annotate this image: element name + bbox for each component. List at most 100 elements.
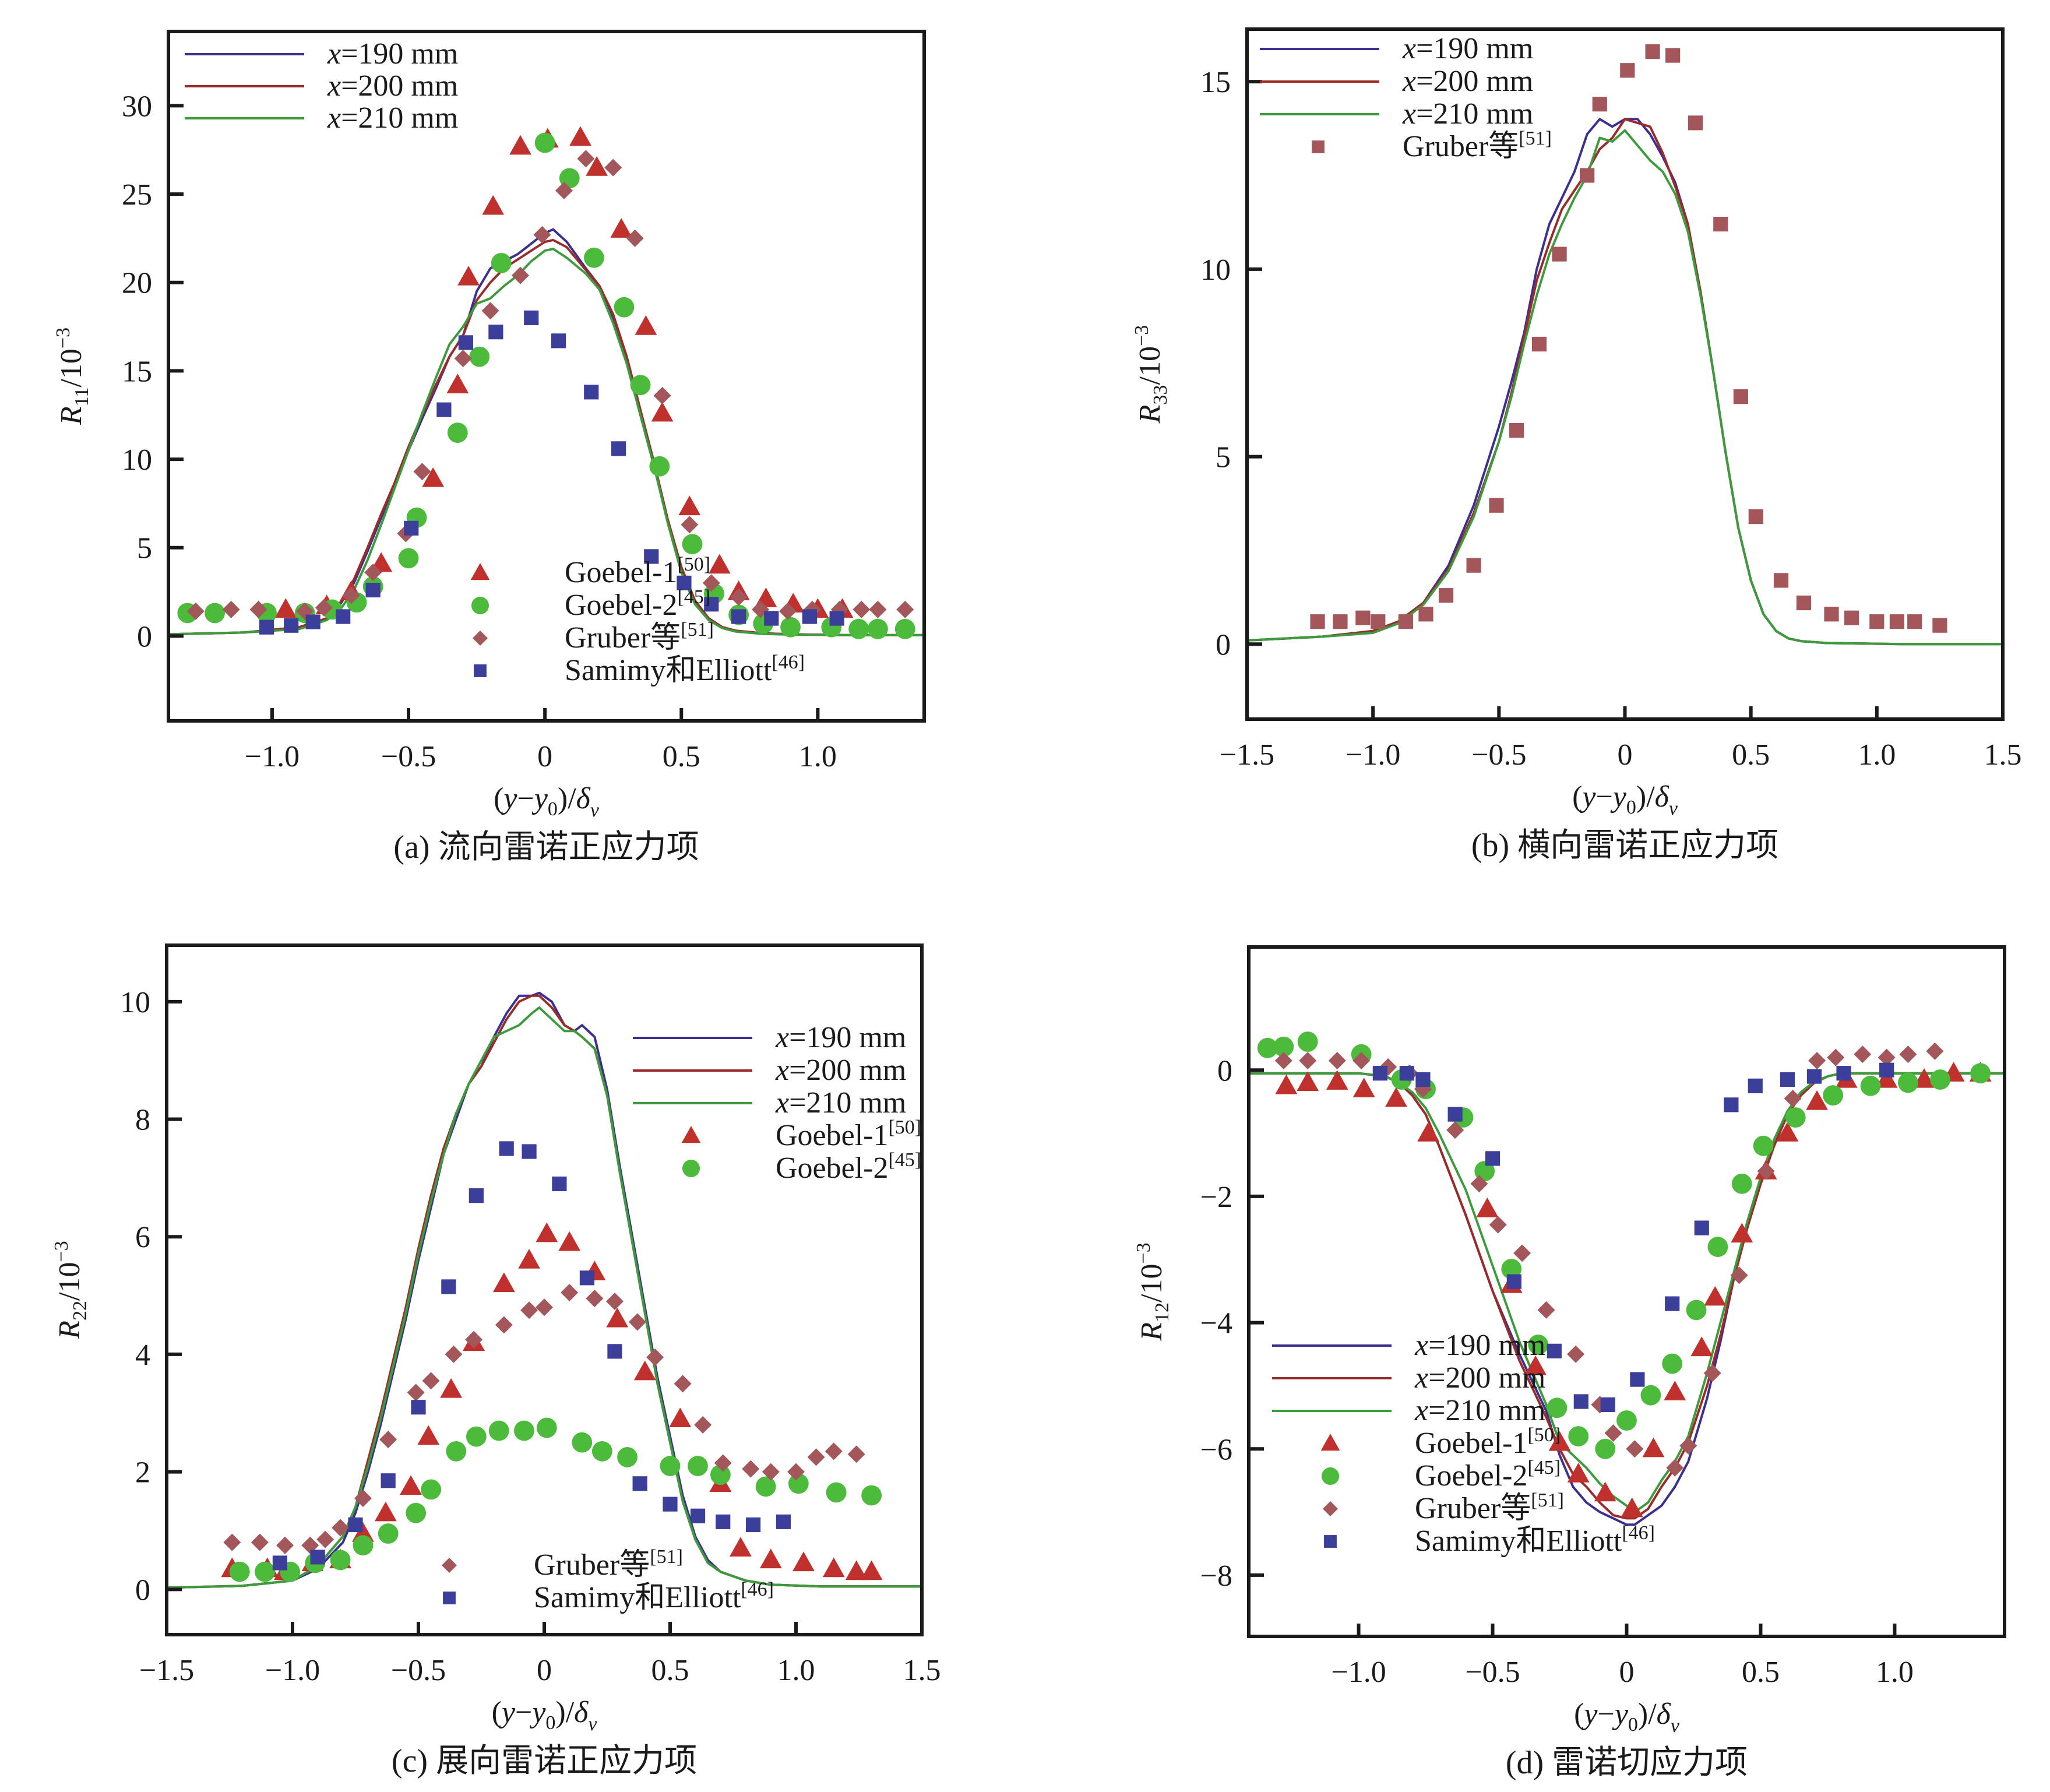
data-point-gruber bbox=[847, 1445, 865, 1463]
data-point-goebel2 bbox=[660, 1456, 681, 1476]
data-point-gruber bbox=[869, 600, 887, 618]
data-point-goebel1 bbox=[1621, 1497, 1643, 1518]
xlabel-y: y bbox=[1581, 1698, 1598, 1731]
xlabel-y: y bbox=[501, 782, 517, 815]
legend-label: x=210 mm bbox=[1402, 97, 1533, 131]
data-point-samimy bbox=[579, 1270, 595, 1286]
xlabel-y: y bbox=[499, 1696, 516, 1729]
legend-name: Samimy和Elliott bbox=[1415, 1525, 1622, 1558]
scatter-series-goebel1 bbox=[274, 126, 854, 618]
data-point-gruber bbox=[520, 1301, 538, 1319]
panel-caption: (d) 雷诺切应力项 bbox=[1506, 1745, 1748, 1781]
data-point-goebel1 bbox=[536, 1222, 558, 1242]
legend-name: Goebel-1 bbox=[565, 556, 677, 589]
legend-var: x bbox=[1402, 65, 1416, 98]
data-point-goebel1 bbox=[1664, 1381, 1686, 1400]
data-point-goebel1 bbox=[1524, 1355, 1547, 1375]
legend-item-goebel2: Goebel-2[45] bbox=[682, 1149, 921, 1185]
data-point-gruber bbox=[1808, 1052, 1826, 1069]
y-tick-label: −6 bbox=[1200, 1433, 1232, 1466]
data-point-goebel2 bbox=[682, 534, 703, 555]
xlabel-minus: − bbox=[515, 1696, 532, 1729]
legend-item-gruber: Gruber等[51] bbox=[1312, 128, 1552, 163]
data-point-samimy bbox=[704, 597, 719, 612]
legend-var: x bbox=[1414, 1329, 1428, 1362]
data-point-gruber bbox=[1592, 97, 1607, 112]
data-point-goebel1 bbox=[669, 1407, 692, 1428]
series-line-x190 bbox=[1247, 118, 2003, 646]
data-point-goebel1 bbox=[509, 135, 531, 155]
data-point-goebel1 bbox=[1275, 1074, 1298, 1094]
xlabel-open: ( bbox=[494, 782, 503, 815]
data-point-gruber bbox=[1713, 217, 1728, 232]
data-point-gruber bbox=[186, 602, 205, 620]
y-tick-label: 15 bbox=[122, 355, 152, 388]
data-point-gruber bbox=[1489, 1216, 1507, 1234]
data-point-samimy bbox=[441, 1279, 456, 1294]
x-tick-label: 0 bbox=[537, 1654, 552, 1687]
data-point-gruber bbox=[730, 588, 748, 606]
series-line-x200 bbox=[1247, 118, 2003, 646]
legend-name: Goebel-1 bbox=[776, 1119, 888, 1152]
x-tick-label: 0 bbox=[537, 740, 552, 773]
data-point-gruber bbox=[1466, 558, 1481, 573]
legend-rest: =210 mm bbox=[341, 101, 458, 135]
data-point-goebel2 bbox=[1662, 1353, 1683, 1374]
data-point-gruber bbox=[445, 1345, 463, 1363]
data-point-gruber bbox=[1703, 1364, 1721, 1382]
data-point-gruber bbox=[1531, 336, 1547, 352]
data-point-gruber bbox=[586, 1290, 604, 1308]
data-point-goebel2 bbox=[649, 456, 670, 477]
data-point-gruber bbox=[694, 1416, 712, 1434]
y-tick-label: −4 bbox=[1200, 1307, 1232, 1340]
xlabel-subv: v bbox=[588, 1713, 597, 1735]
data-point-samimy bbox=[1780, 1072, 1795, 1087]
legend-item-x210: x=210 mm bbox=[185, 101, 458, 135]
x-axis-label: (y−y0)/δv bbox=[494, 782, 600, 821]
data-point-samimy bbox=[802, 609, 817, 624]
data-point-gruber bbox=[1679, 1437, 1697, 1455]
data-point-gruber bbox=[605, 1293, 624, 1311]
legend-marker-swatch bbox=[470, 563, 490, 580]
y-axis-label: R11/10−3 bbox=[52, 328, 93, 425]
legend-ref: [46] bbox=[741, 1579, 774, 1600]
data-point-goebel1 bbox=[586, 156, 608, 176]
data-point-samimy bbox=[336, 609, 351, 624]
scatter-series-samimy bbox=[259, 310, 844, 635]
data-point-gruber bbox=[1748, 509, 1763, 524]
data-point-goebel1 bbox=[492, 1272, 515, 1293]
data-point-gruber bbox=[1665, 48, 1681, 63]
xlabel-delta: δ bbox=[1657, 1698, 1671, 1731]
panel-caption: (b) 横向雷诺正应力项 bbox=[1471, 828, 1778, 864]
legend-name: Goebel-1 bbox=[1415, 1427, 1527, 1460]
data-point-samimy bbox=[1447, 1107, 1463, 1122]
data-point-samimy bbox=[1399, 1066, 1414, 1081]
data-point-goebel2 bbox=[584, 247, 604, 268]
x-axis-label: (y−y0)/δv bbox=[492, 1696, 598, 1735]
legend-label: Goebel-1[50] bbox=[776, 1117, 921, 1152]
data-point-gruber bbox=[249, 600, 267, 618]
xlabel-y: y bbox=[1579, 780, 1596, 814]
data-point-samimy bbox=[1415, 1072, 1431, 1087]
y-tick-label: −2 bbox=[1200, 1181, 1232, 1214]
xlabel-sub0: 0 bbox=[1628, 1714, 1638, 1735]
data-point-samimy bbox=[1748, 1078, 1763, 1093]
xlabel-open: ( bbox=[492, 1696, 502, 1729]
legend-item-samimy: Samimy和Elliott[46] bbox=[474, 652, 805, 687]
data-point-goebel2 bbox=[1970, 1063, 1991, 1084]
data-point-gruber bbox=[316, 1530, 334, 1548]
data-point-goebel2 bbox=[1297, 1031, 1318, 1052]
legend-ref: [50] bbox=[1527, 1424, 1561, 1446]
data-point-goebel2 bbox=[469, 346, 490, 367]
data-point-goebel2 bbox=[1860, 1075, 1881, 1096]
legend-ref: [45] bbox=[1527, 1457, 1561, 1478]
data-point-gruber bbox=[1604, 1424, 1622, 1442]
legend-name: Goebel-2 bbox=[565, 589, 677, 622]
series-lines bbox=[1249, 1072, 2005, 1526]
data-point-gruber bbox=[604, 159, 622, 177]
xlabel-subv: v bbox=[590, 800, 600, 821]
legend-marker-swatch bbox=[471, 596, 489, 615]
ylabel-exp: −3 bbox=[52, 328, 74, 348]
data-point-goebel2 bbox=[1686, 1300, 1707, 1321]
data-point-goebel2 bbox=[617, 1447, 637, 1467]
